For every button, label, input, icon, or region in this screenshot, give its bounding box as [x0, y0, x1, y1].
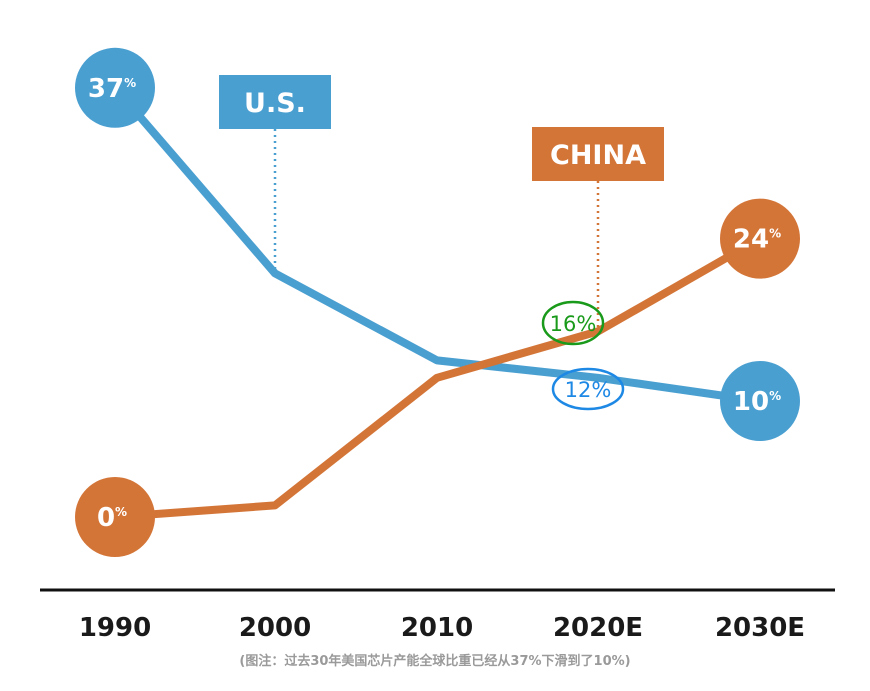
- us-label-box: [219, 75, 331, 129]
- us-start-value-circle: [75, 47, 155, 128]
- figure-caption: (图注：过去30年美国芯片产能全球比重已经从37%下滑到了10%): [239, 654, 631, 669]
- x-tick-label: 1990: [79, 613, 151, 643]
- x-tick-label: 2030E: [715, 613, 805, 643]
- china-start-value-circle: [75, 477, 155, 557]
- us-end-value-circle: [720, 361, 800, 441]
- x-tick-label: 2020E: [553, 613, 643, 643]
- x-tick-label: 2010: [401, 613, 473, 643]
- china-end-value-label: 24%: [733, 225, 781, 255]
- x-tick-label: 2000: [239, 613, 311, 643]
- us-start-value-label: 37%: [88, 74, 136, 104]
- annotation-text: 16%: [550, 312, 597, 336]
- china-start-value-label: 0%: [97, 503, 127, 533]
- china-label-text: CHINA: [550, 140, 646, 171]
- us-label-text: U.S.: [244, 88, 306, 119]
- annotation-text: 12%: [565, 378, 612, 402]
- china-series-line: [111, 234, 764, 521]
- china-label-box: [532, 127, 664, 181]
- us-series-line: [111, 83, 764, 405]
- annotation-oval: [541, 300, 605, 346]
- annotation-oval: [551, 367, 625, 411]
- china-end-value-circle: [720, 198, 800, 279]
- us-end-value-label: 10%: [733, 387, 781, 417]
